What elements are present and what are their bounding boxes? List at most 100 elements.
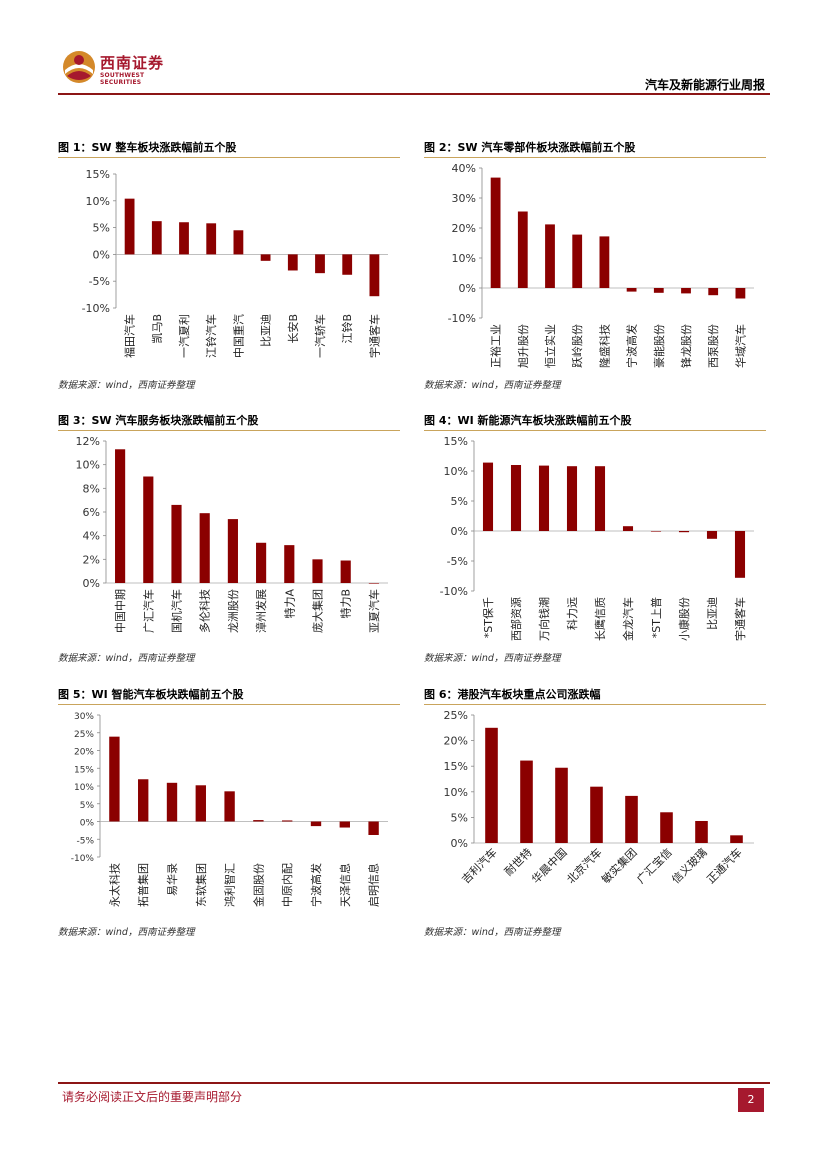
category-label: 特力B: [339, 589, 353, 619]
y-tick-label: 20%: [452, 222, 476, 235]
category-label: 启明信息: [367, 863, 381, 907]
bar: [590, 786, 603, 843]
bar: [490, 177, 501, 288]
figure-4-source: 数据来源：wind，西南证券整理: [424, 653, 561, 664]
header-divider: [58, 93, 770, 95]
figure-5-title: 图 5：WI 智能汽车板块跌幅前五个股: [58, 688, 244, 701]
bar: [660, 812, 673, 843]
bar: [538, 465, 550, 531]
category-label: 宇通客车: [367, 314, 381, 358]
figure-3-chart: 12% 10% 8% 6% 4% 2% 0% 中国中期 广汇汽车 国机汽车 多伦科技 龙洲股份 漳州发展…: [58, 431, 400, 646]
figure-2-svg: 40% 30% 20% 10% 0% -10% 正裕工业 旭升股份 恒立实业 跃岭股份 隆盛科技 宁波…: [448, 162, 754, 368]
y-tick-label: 25%: [444, 709, 468, 722]
category-label: 天泽信息: [338, 863, 352, 907]
bar: [312, 559, 323, 583]
y-tick-label: -10%: [448, 312, 476, 325]
y-tick-label: 15%: [444, 760, 468, 773]
footer-divider: [58, 1082, 770, 1084]
y-tick-label: 30%: [452, 192, 476, 205]
category-label: 比亚迪: [260, 314, 273, 347]
bar: [171, 504, 182, 583]
category-label: 西部资源: [509, 597, 523, 641]
figure-1-chart: 15% 10% 5% 0% -5% -10% 福田汽车 凯马B 一汽夏利 江铃汽车 中国重汽 比亚迪长…: [58, 158, 400, 373]
figure-4-title: 图 4：WI 新能源汽车板块涨跌幅前五个股: [424, 414, 632, 427]
figure-2-title: 图 2：SW 汽车零部件板块涨跌幅前五个股: [424, 141, 636, 154]
figure-3-title: 图 3：SW 汽车服务板块涨跌幅前五个股: [58, 414, 259, 427]
bar: [510, 465, 522, 531]
y-tick-label: 15%: [444, 435, 468, 448]
figure-6-title: 图 6：港股汽车板块重点公司涨跌幅: [424, 688, 601, 701]
category-label: 信义玻璃: [669, 845, 710, 886]
figure-6-source: 数据来源：wind，西南证券整理: [424, 927, 561, 938]
bar: [678, 531, 690, 533]
bar: [287, 254, 298, 271]
category-label: 庞大集团: [311, 589, 325, 633]
y-tick-label: 15%: [86, 168, 110, 181]
category-label: 金固股份: [251, 863, 265, 907]
category-label: 一汽轿车: [313, 314, 327, 358]
bar: [653, 288, 664, 293]
category-label: 正裕工业: [490, 324, 503, 368]
y-tick-label: 5%: [93, 222, 110, 235]
bar: [594, 466, 606, 531]
figure-1-rule: [58, 157, 400, 158]
bar: [368, 821, 379, 835]
figure-4-rule: [424, 430, 766, 431]
figure-3-svg: 12% 10% 8% 6% 4% 2% 0% 中国中期 广汇汽车 国机汽车 多伦科技 龙洲股份 漳州发展…: [76, 435, 388, 633]
y-tick-label: 10%: [452, 252, 476, 265]
category-label: 永太科技: [107, 863, 121, 907]
bar: [342, 254, 353, 275]
bar: [572, 234, 583, 288]
figure-5-chart: 30% 25% 20% 15% 10% 5% 0% -5% -10% 永太科技 拓普集团 易华录 东软集…: [58, 705, 400, 920]
bar: [179, 222, 189, 255]
category-label: 隆盛科技: [597, 324, 611, 368]
bar: [520, 760, 533, 843]
bar: [599, 236, 610, 288]
panel-figure-6: 图 6：港股汽车板块重点公司涨跌幅 25% 20% 15% 10% 5% 0% 吉利汽车 耐世…: [424, 687, 766, 938]
y-tick-label: 0%: [93, 248, 110, 261]
bar: [260, 254, 271, 261]
bar: [206, 223, 217, 255]
bar: [284, 545, 295, 583]
y-tick-label: 5%: [451, 495, 468, 508]
panel-figure-2: 图 2：SW 汽车零部件板块涨跌幅前五个股 40% 30% 20% 10% 0% -10%…: [424, 140, 766, 391]
y-tick-label: 10%: [444, 465, 468, 478]
y-tick-label: 2%: [83, 553, 100, 566]
bar: [195, 785, 206, 822]
category-label: 跃岭股份: [570, 324, 584, 368]
logo-en-text: SOUTHWEST SECURITIES: [100, 72, 145, 86]
footer-disclaimer: 请务必阅读正文后的重要声明部分: [62, 1090, 243, 1104]
bar: [339, 821, 350, 828]
y-tick-label: 8%: [83, 482, 100, 495]
bar: [138, 779, 149, 822]
bar: [708, 288, 719, 296]
y-tick-label: -10%: [440, 585, 468, 598]
bar: [166, 782, 178, 822]
category-label: *ST上普: [649, 597, 663, 638]
panel-figure-1: 图 1：SW 整车板块涨跌幅前五个股 15% 10% 5% 0% -5% -10% 福田汽车…: [58, 140, 400, 391]
category-label: 中原内配: [280, 863, 294, 907]
category-label: 锋龙股份: [680, 324, 693, 368]
panel-figure-3: 图 3：SW 汽车服务板块涨跌幅前五个股 12% 10% 8% 6% 4% 2% 0% 中国中…: [58, 413, 400, 664]
category-label: 中国中期: [114, 589, 127, 633]
y-tick-label: 20%: [74, 748, 94, 758]
category-label: 东软集团: [194, 863, 208, 907]
category-label: 科力远: [565, 597, 579, 630]
figure-1-svg: 15% 10% 5% 0% -5% -10% 福田汽车 凯马B 一汽夏利 江铃汽车 中国重汽 比亚迪长…: [82, 168, 388, 358]
y-tick-label: 40%: [452, 162, 476, 175]
category-label: 漳州发展: [254, 589, 268, 633]
category-label: 特力A: [282, 589, 296, 619]
figure-5-source: 数据来源：wind，西南证券整理: [58, 927, 195, 938]
figure-2-rule: [424, 157, 766, 158]
bar: [253, 820, 264, 822]
bar: [734, 531, 746, 578]
figure-2-source: 数据来源：wind，西南证券整理: [424, 380, 561, 391]
figure-5-svg: 30% 25% 20% 15% 10% 5% 0% -5% -10% 永太科技 拓普集团 易华录 东软集…: [71, 712, 388, 907]
y-tick-label: 0%: [451, 525, 468, 538]
category-label: 宁波高发: [625, 324, 639, 368]
bar: [340, 560, 351, 583]
bar: [310, 821, 322, 827]
bar: [115, 449, 126, 583]
category-label: 小康股份: [677, 597, 691, 641]
y-tick-label: 5%: [451, 811, 468, 824]
